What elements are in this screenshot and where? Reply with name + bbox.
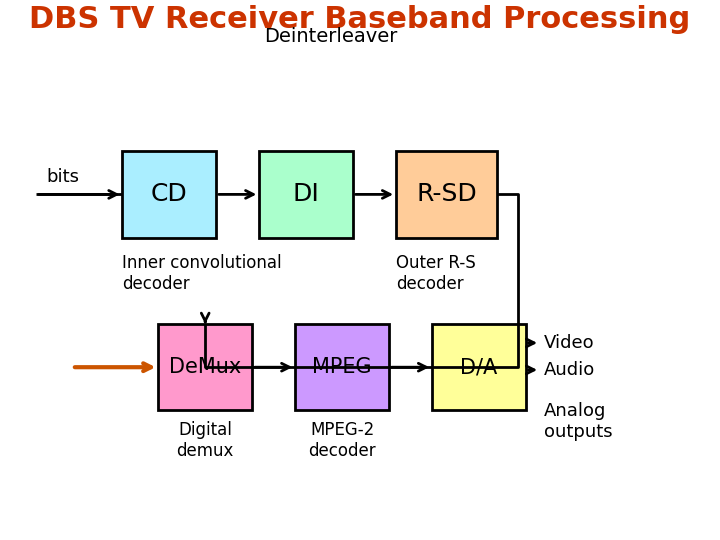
Text: CD: CD	[150, 183, 188, 206]
Text: Inner convolutional
decoder: Inner convolutional decoder	[122, 254, 282, 293]
Text: DeMux: DeMux	[169, 357, 241, 377]
Text: MPEG: MPEG	[312, 357, 372, 377]
Text: Audio: Audio	[544, 361, 595, 379]
FancyBboxPatch shape	[396, 151, 497, 238]
Text: R-SD: R-SD	[416, 183, 477, 206]
FancyBboxPatch shape	[158, 324, 252, 410]
Text: Video: Video	[544, 334, 594, 352]
Text: Digital
demux: Digital demux	[176, 421, 234, 460]
FancyBboxPatch shape	[122, 151, 216, 238]
Text: MPEG-2
decoder: MPEG-2 decoder	[308, 421, 376, 460]
Text: DBS TV Receiver Baseband Processing: DBS TV Receiver Baseband Processing	[30, 5, 690, 35]
Text: Deinterleaver: Deinterleaver	[264, 27, 398, 46]
Text: Outer R-S
decoder: Outer R-S decoder	[396, 254, 476, 293]
Text: Analog
outputs: Analog outputs	[544, 402, 612, 441]
FancyBboxPatch shape	[259, 151, 353, 238]
FancyBboxPatch shape	[295, 324, 389, 410]
Text: bits: bits	[47, 168, 80, 186]
Text: DI: DI	[292, 183, 320, 206]
Text: D/A: D/A	[460, 357, 498, 377]
FancyBboxPatch shape	[432, 324, 526, 410]
